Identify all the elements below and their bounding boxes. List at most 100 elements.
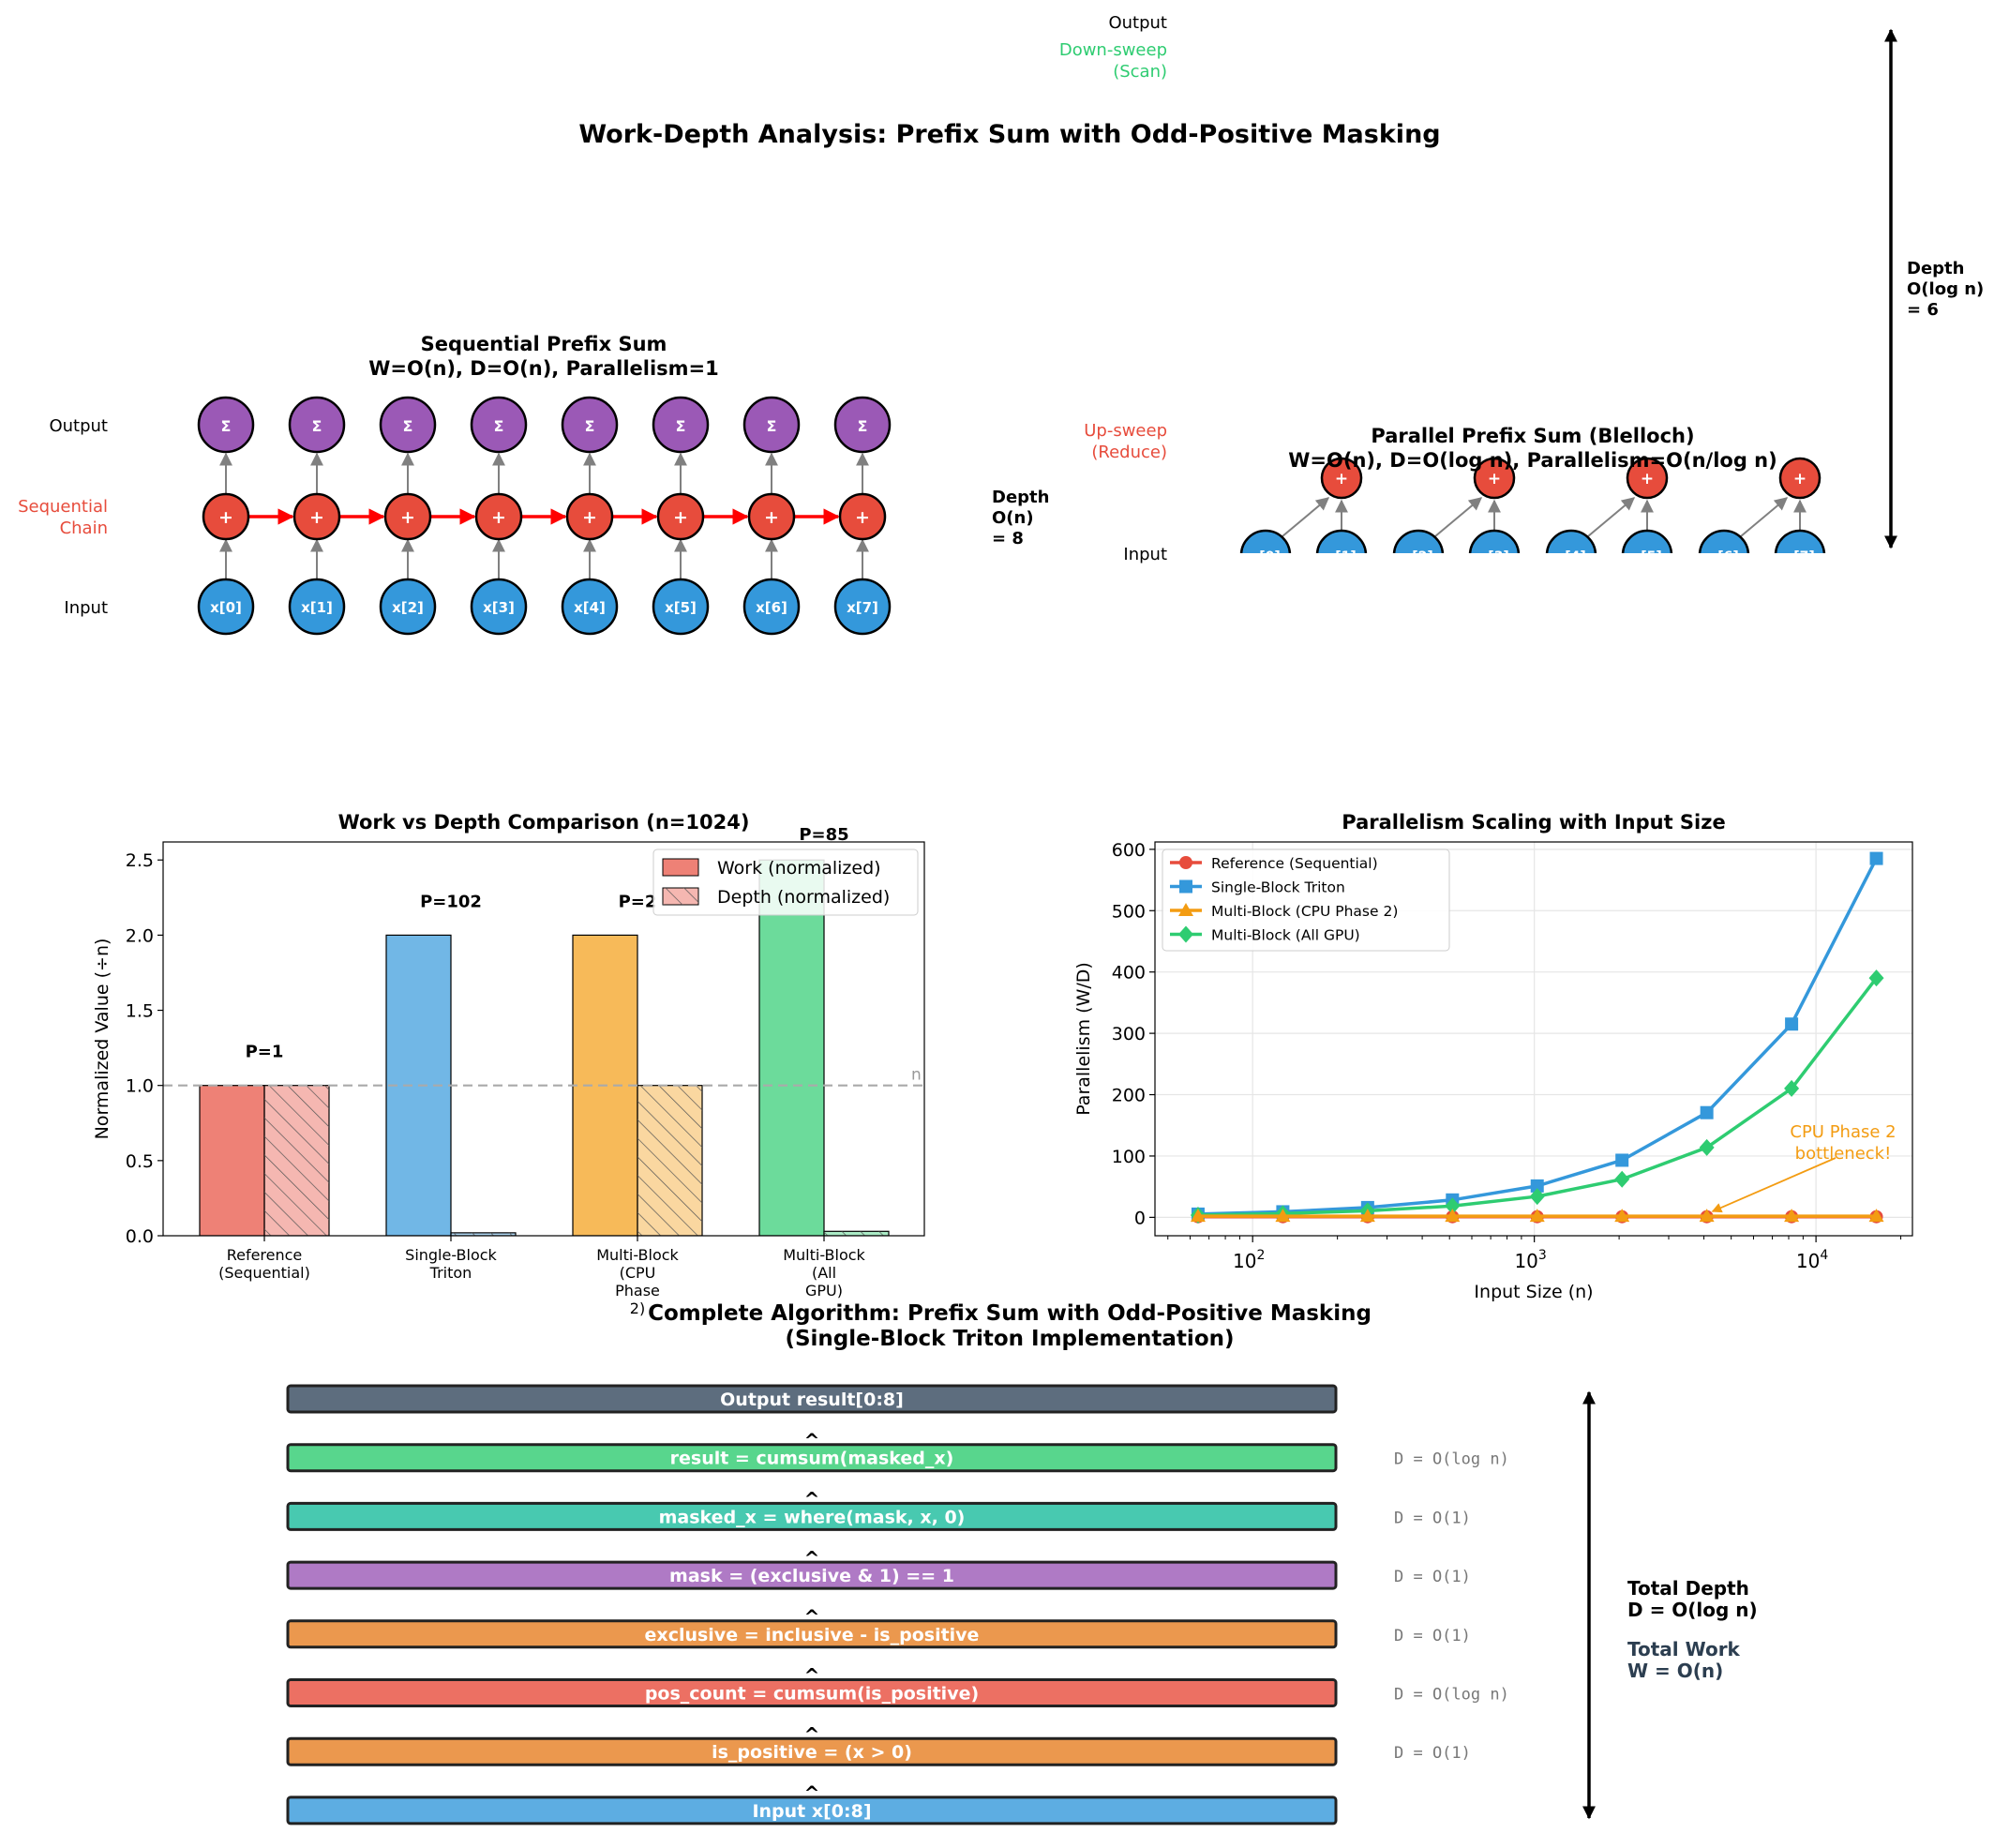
par-add-node [1778,457,1822,500]
par-input-label: x[5] [1632,549,1662,564]
work-bar [758,859,825,1236]
seq-add-symbol: + [582,507,597,528]
seq-add-symbol: + [855,507,870,528]
seq-output-symbol: Σ [585,417,595,435]
line-legend-marker [1179,856,1192,869]
series-point [1445,1197,1461,1215]
seq-input-node [379,578,437,636]
pipeline-step-label: Input x[0:8] [752,1801,871,1822]
bar-category-label: Multi-Block [596,1246,679,1264]
seq-input-node [742,578,801,636]
depth-bar-hatch [451,1232,516,1236]
seq-add-symbol: + [218,507,233,528]
total-work-line2: W = O(n) [1627,1660,1723,1682]
line-legend-marker [1178,925,1193,943]
par-input-node [1239,529,1292,553]
seq-add-symbol: + [673,507,688,528]
bar-category-label: (All [812,1264,836,1282]
par-input-label: x[6] [1709,549,1739,564]
parallel-prefix-sum-panel: Output Down-sweep (Scan) Up-sweep (Reduc… [1059,13,1984,564]
seq-add-symbol: + [309,507,324,528]
seq-input-label: x[6] [756,599,787,616]
line-chart-title: Parallelism Scaling with Input Size [1342,811,1725,834]
seq-output-symbol: Σ [676,417,686,435]
seq-add-node [383,492,432,541]
seq-add-node [474,492,523,541]
par-pair-arrow [1276,497,1330,542]
line-xtick-base: 10 [1796,1250,1820,1272]
bar-ytick-label: 2.0 [126,925,154,946]
sequential-row-chain-label-line2: Chain [60,518,108,538]
sequential-row-input-label: Input [64,598,108,618]
parallel-downsweep-label-line2: (Scan) [1113,62,1167,82]
line-ytick-label: 100 [1112,1147,1146,1167]
seq-input-label: x[1] [301,599,333,616]
seq-input-node [561,578,619,636]
series-point [1359,1209,1375,1223]
line-xtick-label: 102 [1233,1248,1265,1272]
par-input-label: x[1] [1327,549,1357,564]
line-chart-xlabel: Input Size (n) [1474,1282,1593,1302]
bar-reference-label: n [911,1066,922,1085]
seq-output-symbol: Σ [494,417,504,435]
bottleneck-annotation-line1: CPU Phase 2 [1790,1122,1896,1142]
par-input-node [1698,529,1750,553]
bar-category-label: Phase [615,1282,660,1300]
parallel-title-line2: W=O(n), D=O(log n), Parallelism=O(n/log … [1288,449,1777,472]
pipeline-step-label: masked_x = where(mask, x, 0) [659,1507,966,1527]
line-xtick-exponent: 4 [1820,1248,1828,1263]
seq-input-label: x[7] [847,599,878,616]
pipeline-step-box [286,1619,1338,1649]
series-point [1868,969,1884,987]
bar-chart-legend: Work (normalized) Depth (normalized) [652,849,919,916]
line-legend-marker [1178,903,1193,916]
pipeline-step-depth: D = O(1) [1394,1627,1471,1645]
seq-input-label: x[4] [574,599,606,616]
line-legend-label: Reference (Sequential) [1211,855,1378,872]
line-ytick-label: 200 [1112,1086,1146,1106]
total-depth-line2: D = O(log n) [1627,1599,1758,1621]
bar-category-label: Reference [227,1246,303,1264]
bar-legend-depth-hatch [663,888,698,905]
line-xtick-base: 10 [1514,1250,1537,1272]
pipeline-step-label: exclusive = inclusive - is_positive [645,1625,980,1645]
algorithm-pipeline: Complete Algorithm: Prefix Sum with Odd-… [286,1301,1758,1825]
par-input-label: x[0] [1251,549,1281,564]
sequential-row-output-label: Output [49,416,108,436]
bar-ytick-label: 2.5 [126,850,154,871]
seq-add-symbol: + [764,507,779,528]
par-add-node [1320,457,1363,500]
seq-add-node [292,492,341,541]
line-ytick-label: 0 [1134,1208,1146,1228]
sequential-depth-line2: O(n) [992,508,1034,528]
work-bar [199,1085,265,1236]
pipeline-step-label: mask = (exclusive & 1) == 1 [669,1566,954,1586]
par-add-symbol: + [1793,470,1807,488]
series-point [1275,1209,1291,1223]
par-input-label: x[7] [1785,549,1815,564]
pipeline-step-box [286,1384,1338,1414]
seq-output-symbol: Σ [767,417,777,435]
par-input-node [1468,529,1521,553]
par-input-label: x[2] [1403,549,1433,564]
bar-category-label: (CPU [620,1264,656,1282]
line-xtick-base: 10 [1233,1250,1256,1272]
bar-category-label: Single-Block [405,1246,497,1264]
bar-ytick-label: 1.5 [126,1001,154,1022]
pipeline-step-box [286,1678,1338,1707]
par-add-symbol: + [1335,470,1348,488]
pipeline-step-depth: D = O(log n) [1394,1450,1509,1469]
series-point [1190,1209,1206,1223]
pipeline-step-depth: D = O(log n) [1394,1686,1509,1705]
par-input-node [1621,529,1673,553]
par-pair-arrow [1429,497,1483,542]
parallel-row-input-label: Input [1123,545,1167,564]
line-xtick-exponent: 3 [1538,1248,1547,1263]
series-point [1869,851,1883,865]
par-add-node [1473,457,1516,500]
line-ytick-label: 400 [1112,963,1146,984]
par-input-label: x[4] [1556,549,1586,564]
parallel-depth-line2: O(log n) [1907,279,1984,299]
sequential-prefix-sum-panel: Sequential Prefix Sum W=O(n), D=O(n), Pa… [18,333,1049,636]
work-vs-depth-chart: Work vs Depth Comparison (n=1024) 0.0 0.5… [92,811,925,1317]
